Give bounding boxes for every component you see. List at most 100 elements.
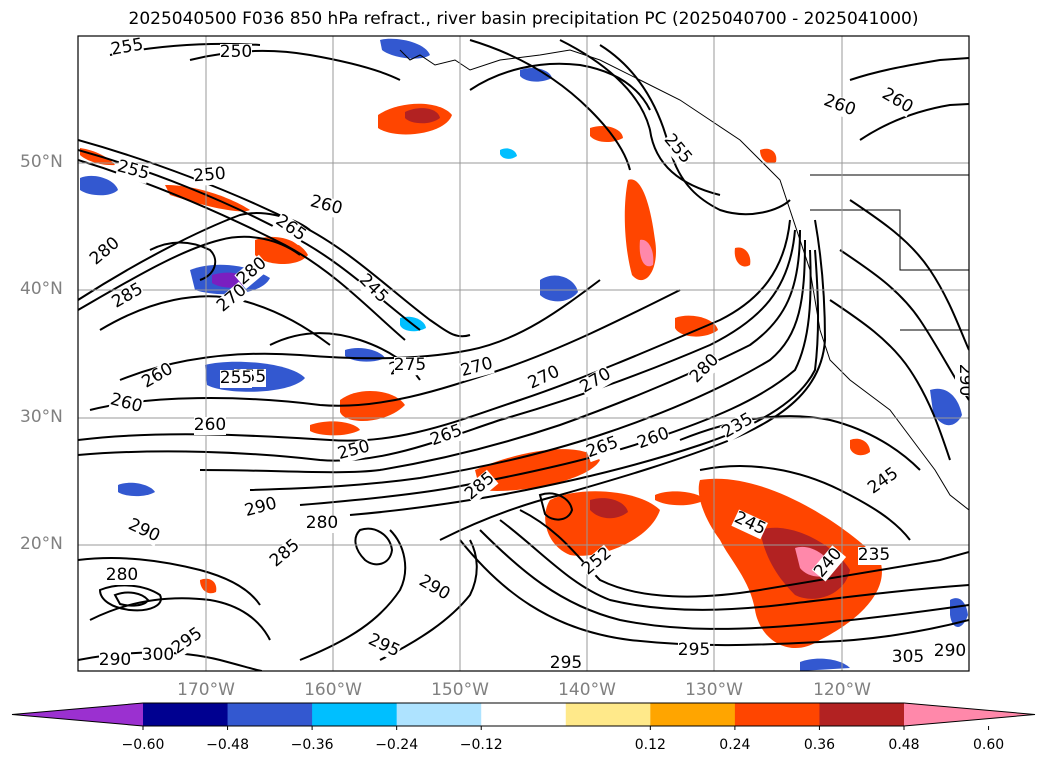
contour-label: 255 bbox=[220, 368, 252, 388]
longitude-label: 130°W bbox=[685, 680, 743, 700]
colorbar-segment bbox=[396, 703, 482, 726]
contour-label-bg bbox=[687, 351, 723, 387]
longitude-label: 170°W bbox=[177, 680, 235, 700]
contour-label: 295 bbox=[678, 640, 710, 660]
contour-label-bg bbox=[194, 417, 226, 435]
contour-label-bg bbox=[858, 547, 890, 565]
contour-label: 255 bbox=[109, 34, 144, 59]
colorbar-tick-label: −0.48 bbox=[206, 737, 249, 753]
latitude-label: 30°N bbox=[20, 407, 63, 427]
contour-label-bg bbox=[428, 422, 465, 451]
contour-label-bg bbox=[394, 357, 426, 375]
colorbar-segment bbox=[819, 703, 905, 726]
contour-label-bg bbox=[108, 391, 144, 417]
colorbar-extend-low bbox=[12, 703, 143, 726]
colorbar-segment bbox=[143, 703, 229, 726]
contour-label-group: 2552502552502602652752802852802452602552… bbox=[86, 34, 975, 673]
colorbar-tick-label: 0.24 bbox=[719, 737, 751, 753]
contour-label: 280 bbox=[306, 513, 338, 533]
contour-label: 250 bbox=[193, 164, 227, 187]
contour-label-bg bbox=[659, 131, 695, 168]
contour-label: 290 bbox=[934, 641, 966, 661]
map-title: 2025040500 F036 850 hPa refract., river … bbox=[128, 9, 919, 29]
contour-label-bg bbox=[99, 652, 131, 670]
contour-label-bg bbox=[934, 643, 966, 661]
longitude-label: 140°W bbox=[558, 680, 616, 700]
contour-label-bg bbox=[214, 281, 251, 317]
contour-label-bg bbox=[865, 465, 902, 499]
longitude-label: 160°W bbox=[304, 680, 362, 700]
colorbar-tick-label: −0.12 bbox=[459, 737, 503, 753]
contour-label-bg bbox=[192, 165, 227, 187]
contour-label-bg bbox=[811, 545, 847, 582]
contour-label-bg bbox=[306, 515, 338, 533]
colorbar-tick-label: −0.36 bbox=[290, 737, 334, 753]
contour-label-bg bbox=[365, 631, 402, 662]
colorbar-tick-label: 0.60 bbox=[972, 737, 1005, 753]
colorbar-tick-label: −0.60 bbox=[121, 737, 165, 753]
contour-label-bg bbox=[415, 572, 453, 605]
contour-label-bg bbox=[243, 495, 279, 521]
contour-label-bg bbox=[731, 509, 768, 540]
contour-label: 235 bbox=[858, 545, 890, 565]
contour-label-bg bbox=[821, 92, 858, 121]
contour-label: 250 bbox=[220, 42, 252, 62]
latitude-label: 50°N bbox=[20, 152, 63, 172]
contour-label-bg bbox=[462, 469, 499, 505]
contour-label-bg bbox=[109, 36, 145, 60]
contour-label-bg bbox=[115, 158, 151, 184]
contour-label-bg bbox=[234, 254, 271, 290]
contour-label: 275 bbox=[394, 355, 426, 375]
contour-label-bg bbox=[878, 85, 916, 118]
contour-label-bg bbox=[106, 567, 138, 585]
longitude-label: 120°W bbox=[813, 680, 871, 700]
contour-label-bg bbox=[459, 355, 495, 381]
colorbar-segment bbox=[227, 703, 313, 726]
contour-label-bg bbox=[267, 536, 304, 572]
colorbar-segment bbox=[734, 703, 820, 726]
contour-label-bg bbox=[125, 516, 162, 547]
contour-label-bg bbox=[87, 234, 124, 270]
colorbar-tick-label: 0.48 bbox=[888, 737, 920, 753]
contour-label-bg bbox=[139, 360, 177, 393]
contour-label: 290 bbox=[955, 364, 975, 396]
contour-label-bg bbox=[550, 655, 582, 671]
colorbar-segment bbox=[312, 703, 398, 726]
colorbar-segment bbox=[565, 703, 651, 726]
colorbar-extend-high bbox=[904, 703, 1035, 726]
contour-label-bg bbox=[272, 212, 309, 246]
colorbar bbox=[11, 702, 1036, 730]
colorbar-segment bbox=[650, 703, 736, 726]
contour-label-bg bbox=[719, 410, 757, 443]
contour-label-bg bbox=[109, 280, 147, 313]
colorbar-tick-label: −0.24 bbox=[375, 737, 419, 753]
contour-label-bg bbox=[169, 625, 206, 659]
longitude-label: 150°W bbox=[431, 680, 489, 700]
contour-label-bg bbox=[526, 363, 563, 394]
contour-label-bg bbox=[355, 271, 391, 307]
contour-label-bg bbox=[892, 649, 924, 667]
contour-label: 260 bbox=[194, 415, 226, 435]
latitude-label: 40°N bbox=[20, 279, 63, 299]
contour-label-bg bbox=[308, 193, 344, 219]
coastlines bbox=[399, 49, 969, 511]
contour-label-bg bbox=[220, 370, 252, 388]
colorbar-segment bbox=[481, 703, 567, 726]
colorbar-tick-label: 0.12 bbox=[634, 737, 666, 753]
contour-label-bg bbox=[336, 438, 372, 464]
contour-label: 300 bbox=[142, 645, 174, 665]
contour-label-bg bbox=[577, 365, 615, 398]
contour-label-bg bbox=[220, 44, 252, 62]
contour-label: 295 bbox=[550, 653, 582, 673]
graticule bbox=[78, 36, 969, 671]
contour-label-bg bbox=[584, 434, 621, 463]
contour-label-bg bbox=[142, 647, 174, 665]
contour-label-bg bbox=[579, 544, 616, 580]
plot-frame bbox=[77, 35, 970, 672]
latitude-label: 20°N bbox=[20, 534, 63, 554]
contour-label: 290 bbox=[99, 650, 131, 670]
contour-label: 280 bbox=[106, 565, 138, 585]
contour-label-bg bbox=[678, 642, 710, 660]
contour-label: 305 bbox=[892, 647, 924, 667]
